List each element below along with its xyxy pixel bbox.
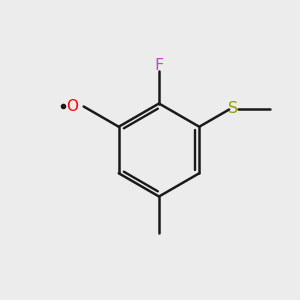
Text: O: O [66, 99, 78, 114]
Text: S: S [228, 101, 238, 116]
Text: F: F [154, 58, 164, 73]
